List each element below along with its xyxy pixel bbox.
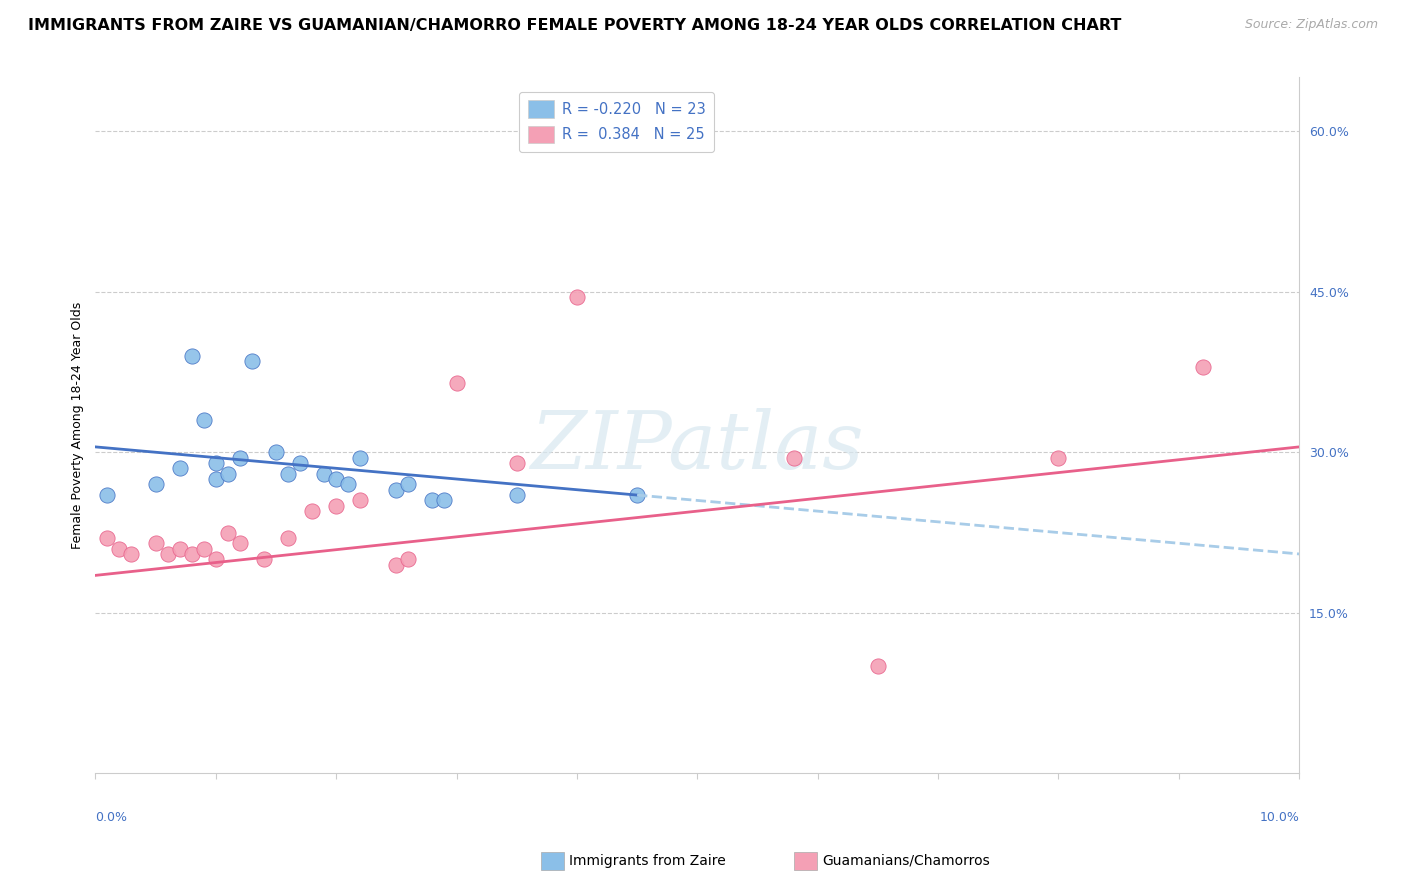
Point [782, 450, 804, 465]
Text: Source: ZipAtlas.com: Source: ZipAtlas.com [1244, 18, 1378, 31]
Point [385, 558, 408, 572]
Point [169, 461, 191, 475]
Point [325, 499, 347, 513]
Point [349, 450, 371, 465]
Point [422, 493, 444, 508]
Point [240, 354, 263, 368]
Point [626, 488, 648, 502]
Point [277, 531, 299, 545]
Point [506, 456, 529, 470]
Point [180, 547, 202, 561]
Text: IMMIGRANTS FROM ZAIRE VS GUAMANIAN/CHAMORRO FEMALE POVERTY AMONG 18-24 YEAR OLDS: IMMIGRANTS FROM ZAIRE VS GUAMANIAN/CHAMO… [28, 18, 1122, 33]
Point [229, 536, 252, 550]
Point [433, 493, 456, 508]
Y-axis label: Female Poverty Among 18-24 Year Olds: Female Poverty Among 18-24 Year Olds [72, 301, 84, 549]
Point [96, 531, 118, 545]
Point [156, 547, 179, 561]
Legend: R = -0.220   N = 23, R =  0.384   N = 25: R = -0.220 N = 23, R = 0.384 N = 25 [519, 92, 714, 152]
Point [396, 552, 419, 566]
Point [288, 456, 311, 470]
Text: 10.0%: 10.0% [1260, 811, 1299, 824]
Point [301, 504, 323, 518]
Point [264, 445, 287, 459]
Point [108, 541, 131, 556]
Point [1047, 450, 1070, 465]
Point [229, 450, 252, 465]
Point [169, 541, 191, 556]
Point [314, 467, 336, 481]
Point [446, 376, 468, 390]
Point [193, 413, 215, 427]
Point [325, 472, 347, 486]
Text: 0.0%: 0.0% [96, 811, 128, 824]
Point [180, 349, 202, 363]
Text: Guamanians/Chamorros: Guamanians/Chamorros [823, 854, 990, 868]
Point [1192, 359, 1215, 374]
Point [385, 483, 408, 497]
Point [96, 488, 118, 502]
Point [277, 467, 299, 481]
Point [217, 525, 239, 540]
Point [866, 659, 889, 673]
Point [204, 456, 226, 470]
Point [193, 541, 215, 556]
Point [145, 536, 167, 550]
Point [253, 552, 276, 566]
Point [204, 552, 226, 566]
Point [396, 477, 419, 491]
Point [204, 472, 226, 486]
Point [217, 467, 239, 481]
Text: Immigrants from Zaire: Immigrants from Zaire [569, 854, 725, 868]
Point [565, 290, 588, 304]
Point [337, 477, 360, 491]
Point [145, 477, 167, 491]
Point [349, 493, 371, 508]
Text: ZIPatlas: ZIPatlas [530, 408, 865, 485]
Point [506, 488, 529, 502]
Point [121, 547, 143, 561]
